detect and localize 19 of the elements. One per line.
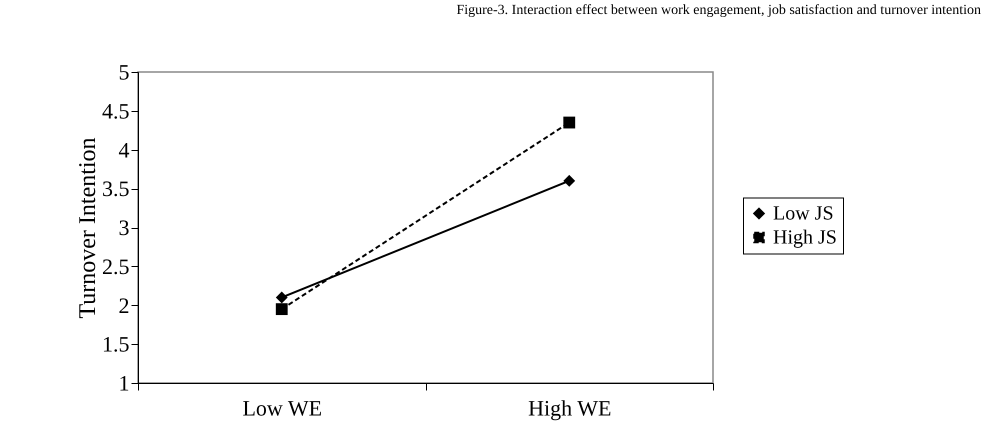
legend-label: High JS <box>773 226 837 248</box>
legend-label: Low JS <box>773 202 834 224</box>
x-tick-label: Low WE <box>242 396 322 420</box>
y-tick-label: 1.5 <box>102 332 130 357</box>
point <box>276 303 288 316</box>
y-tick-label: 1 <box>118 370 130 396</box>
y-tick-label: 5 <box>118 60 130 84</box>
y-tick-label: 2 <box>118 292 130 318</box>
y-tick-label: 4.5 <box>102 98 130 124</box>
y-tick-label: 3.5 <box>102 176 130 202</box>
chart-title: Figure-3. Interaction effect between work engagement, job satisfaction and turnover intention <box>456 3 981 19</box>
point <box>276 292 288 304</box>
point <box>563 116 576 128</box>
y-tick-label: 4 <box>118 137 130 162</box>
x-tick-label: High WE <box>528 396 612 420</box>
y-tick-label: 2.5 <box>102 254 130 279</box>
point <box>563 174 576 187</box>
y-axis-title: Turnover Intention <box>75 137 101 319</box>
y-tick-label: 3 <box>118 215 130 240</box>
